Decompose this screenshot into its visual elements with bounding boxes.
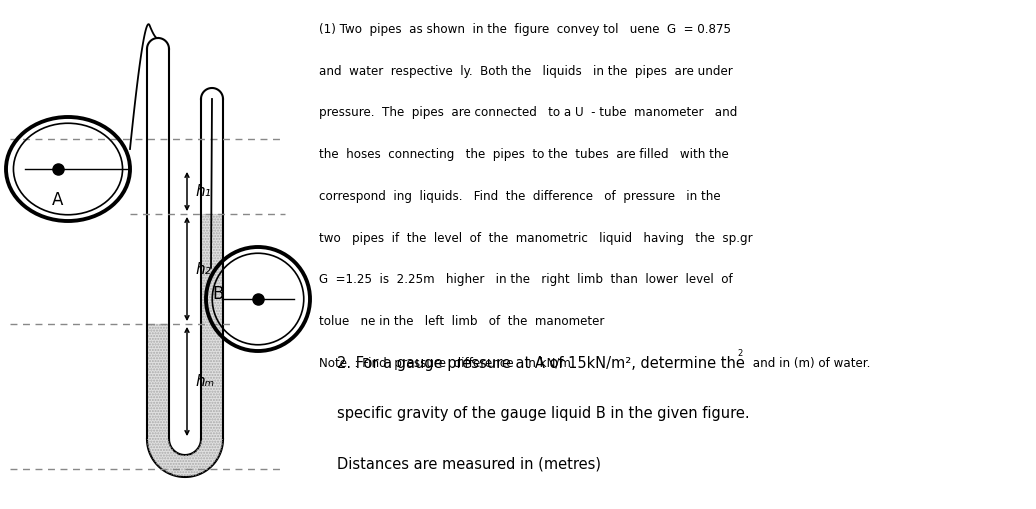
Text: B: B xyxy=(212,285,224,303)
Text: G  =1.25  is  2.25m   higher   in the   right  limb  than  lower  level  of: G =1.25 is 2.25m higher in the right lim… xyxy=(319,273,732,287)
Text: pressure.  The  pipes  are connected   to a U  - tube  manometer   and: pressure. The pipes are connected to a U… xyxy=(319,106,738,120)
Text: and in (m) of water.: and in (m) of water. xyxy=(749,357,870,370)
Text: the  hoses  connecting   the  pipes  to the  tubes  are filled   with the: the hoses connecting the pipes to the tu… xyxy=(319,148,729,161)
Text: tolue   ne in the   left  limb   of  the  manometer: tolue ne in the left limb of the manomet… xyxy=(319,315,604,328)
Text: specific gravity of the gauge liquid B in the given figure.: specific gravity of the gauge liquid B i… xyxy=(337,406,749,421)
Text: A: A xyxy=(52,191,63,209)
Polygon shape xyxy=(147,439,223,477)
Text: and  water  respective  ly.  Both the   liquids   in the  pipes  are under: and water respective ly. Both the liquid… xyxy=(319,65,732,78)
Text: Note  : Find  pressure  difference   in kN/m: Note : Find pressure difference in kN/m xyxy=(319,357,571,370)
Text: Distances are measured in (metres): Distances are measured in (metres) xyxy=(337,456,601,471)
Text: 2: 2 xyxy=(738,349,743,358)
Polygon shape xyxy=(202,214,222,439)
Text: hₘ: hₘ xyxy=(195,374,214,389)
Text: h₁: h₁ xyxy=(195,184,210,199)
Text: correspond  ing  liquids.   Find  the  difference   of  pressure   in the: correspond ing liquids. Find the differe… xyxy=(319,190,721,203)
Text: two   pipes  if  the  level  of  the  manometric   liquid   having   the  sp.gr: two pipes if the level of the manometric… xyxy=(319,232,753,245)
Text: (1) Two  pipes  as shown  in the  figure  convey tol   uene  G  = 0.875: (1) Two pipes as shown in the figure con… xyxy=(319,23,731,36)
Polygon shape xyxy=(148,324,168,439)
Text: 2. For a gauge pressure at A of 15kN/m², determine the: 2. For a gauge pressure at A of 15kN/m²,… xyxy=(337,356,745,371)
Text: h₂: h₂ xyxy=(195,262,210,276)
